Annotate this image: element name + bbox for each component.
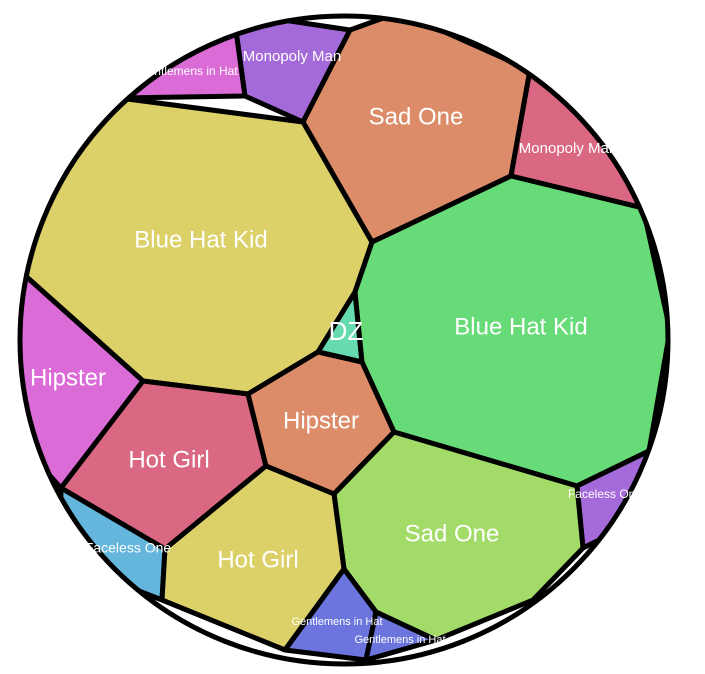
- labels-layer: Gentlemens in Hat Monopoly Man Sad One Mono…: [30, 48, 642, 646]
- cell-label: Hot Girl: [217, 546, 298, 573]
- cell-label: Blue Hat Kid: [454, 313, 587, 340]
- cell-label: Hipster: [30, 364, 106, 391]
- cell-label: Hipster: [283, 407, 359, 434]
- cell-label: Monopoly Man: [243, 48, 341, 65]
- cell-label: Faceless One: [85, 540, 172, 556]
- cell-label: Gentlemens in Hat: [354, 634, 445, 646]
- cell-label: Sad One: [405, 520, 500, 547]
- cell-label: Faceless One: [568, 487, 642, 501]
- cell-label: Blue Hat Kid: [134, 226, 267, 253]
- cell-label: Gentlemens in Hat: [138, 64, 238, 78]
- cell-label: Gentlemens in Hat: [291, 616, 382, 628]
- cell-label: DZ: [329, 316, 364, 346]
- cell-label: Sad One: [369, 103, 464, 130]
- cell-label: Hot Girl: [128, 446, 209, 473]
- voronoi-cell[interactable]: [363, 609, 439, 663]
- cell-label: Monopoly Man: [519, 140, 617, 157]
- chart-boundary: [17, 13, 671, 667]
